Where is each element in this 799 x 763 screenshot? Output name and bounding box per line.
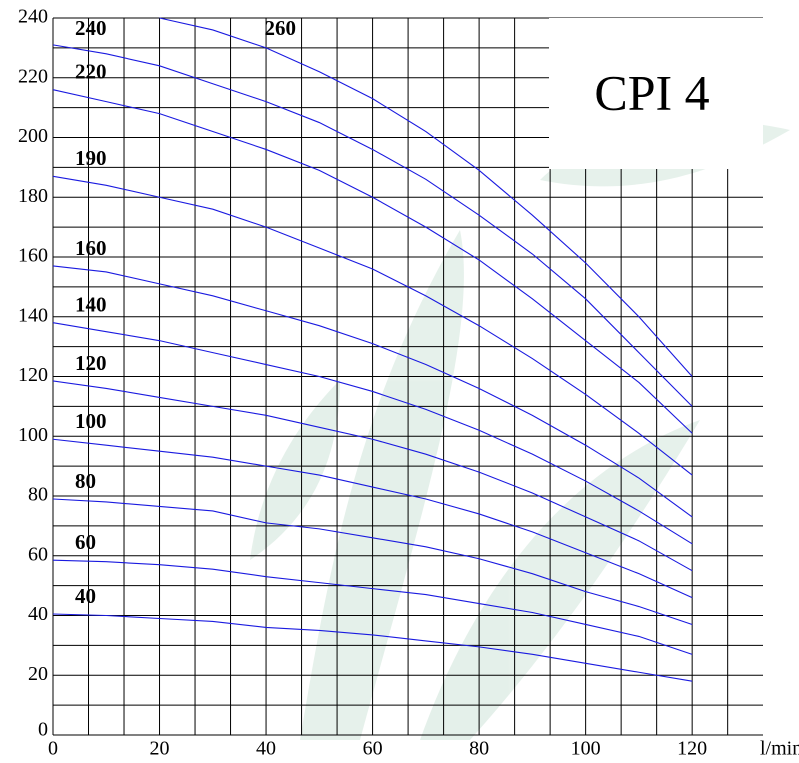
- x-tick-label: 100: [571, 738, 601, 760]
- curve: [52, 559, 693, 655]
- curve-label: 80: [75, 469, 96, 493]
- curve: [52, 89, 693, 434]
- title-box: [549, 18, 763, 169]
- x-tick-label: 120: [677, 738, 707, 760]
- y-tick-label: 100: [18, 424, 48, 446]
- x-tick-label: 20: [150, 738, 170, 760]
- curve-label: 100: [75, 409, 107, 433]
- y-tick-label: 20: [28, 663, 48, 685]
- curve: [52, 438, 693, 599]
- curve-label: 160: [75, 236, 107, 260]
- y-tick-label: 140: [18, 304, 48, 326]
- y-tick-label: 180: [18, 185, 48, 207]
- y-tick-label: 220: [18, 65, 48, 87]
- curve: [52, 613, 693, 682]
- x-tick-label: 40: [256, 738, 276, 760]
- curve-label: 240: [75, 16, 107, 40]
- y-tick-label: 200: [18, 125, 48, 147]
- curve: [159, 17, 693, 377]
- curve-label: 140: [75, 293, 107, 317]
- y-tick-label: 80: [28, 484, 48, 506]
- y-tick-label: 240: [18, 6, 48, 28]
- curve: [52, 498, 693, 625]
- curve: [52, 322, 693, 545]
- curve-label: 120: [75, 351, 107, 375]
- x-axis-label: l/min: [760, 738, 799, 760]
- x-tick-label: 60: [363, 738, 383, 760]
- curve-label: 40: [75, 584, 96, 608]
- curve: [52, 44, 693, 407]
- curve: [52, 175, 693, 476]
- y-tick-label: 60: [28, 543, 48, 565]
- y-tick-label: 160: [18, 245, 48, 267]
- curve-label: 60: [75, 530, 96, 554]
- chart-title: CPI 4: [594, 64, 709, 120]
- x-tick-label: 80: [469, 738, 489, 760]
- y-tick-label: 40: [28, 603, 48, 625]
- curve-label: 190: [75, 146, 107, 170]
- curve-label: 220: [75, 60, 107, 84]
- x-tick-label: 0: [48, 738, 58, 760]
- curve: [52, 380, 693, 572]
- y-tick-label: 0: [38, 719, 48, 741]
- curve: [52, 265, 693, 518]
- y-tick-label: 120: [18, 364, 48, 386]
- curve-label: 260: [265, 16, 297, 40]
